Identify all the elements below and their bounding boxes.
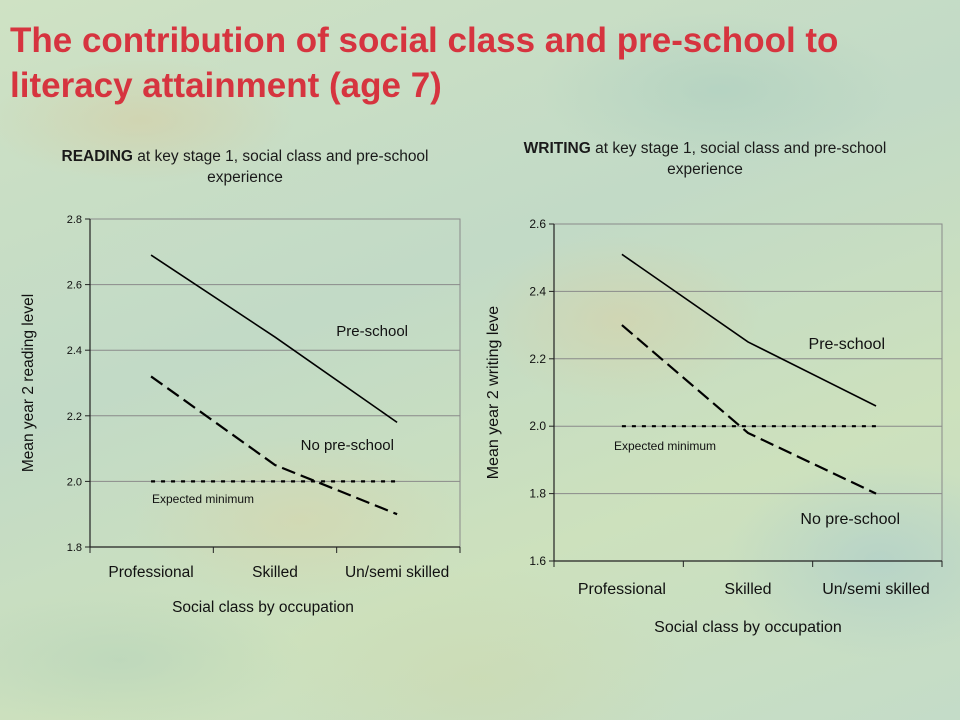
writing-y-axis-label: Mean year 2 writing leve [485, 306, 502, 480]
writing-x-tick-label: Skilled [724, 581, 771, 598]
writing-y-tick-label: 2.6 [529, 217, 546, 231]
writing-x-tick-label: Professional [578, 581, 666, 598]
writing-chart-title: WRITING at key stage 1, social class and… [500, 138, 910, 180]
reading-y-tick-label: 2.0 [67, 476, 82, 488]
writing-chart-title-rest: at key stage 1, social class and pre-sch… [590, 140, 887, 178]
reading-x-tick-label: Skilled [252, 564, 298, 581]
writing-series-pre-school [621, 253, 877, 407]
writing-y-tick-label: 2.0 [529, 419, 546, 433]
writing-series-label: Expected minimum [614, 439, 716, 453]
page-title: The contribution of social class and pre… [10, 21, 839, 105]
reading-y-axis-label: Mean year 2 reading level [20, 294, 37, 472]
reading-series-label: Pre-school [336, 323, 408, 340]
writing-series-label: Pre-school [809, 336, 885, 353]
reading-chart-title: READING at key stage 1, social class and… [40, 146, 450, 188]
writing-series-no-pre-school [621, 324, 877, 495]
reading-chart-title-bold: READING [61, 148, 133, 165]
writing-x-tick-label: Un/semi skilled [822, 581, 930, 598]
reading-chart-title-rest: at key stage 1, social class and pre-sch… [132, 148, 429, 186]
writing-series-label: No pre-school [800, 511, 900, 528]
writing-y-tick-label: 1.6 [529, 554, 546, 568]
reading-y-tick-label: 1.8 [67, 542, 82, 554]
reading-plot-area [89, 218, 461, 548]
reading-series-pre-school [150, 254, 398, 424]
reading-x-axis-label: Social class by occupation [172, 599, 354, 616]
reading-y-tick-label: 2.8 [67, 214, 82, 226]
writing-y-tick-label: 2.4 [529, 284, 546, 298]
reading-series-no-pre-school [150, 375, 398, 516]
writing-x-axis-label: Social class by occupation [654, 619, 842, 636]
reading-x-tick-label: Un/semi skilled [345, 564, 449, 581]
reading-series-label: No pre-school [301, 437, 394, 454]
reading-x-tick-label: Professional [108, 564, 193, 581]
reading-y-tick-label: 2.2 [67, 411, 82, 423]
writing-chart-title-bold: WRITING [523, 140, 591, 157]
writing-y-tick-label: 1.8 [529, 487, 546, 501]
writing-y-tick-label: 2.2 [529, 352, 546, 366]
reading-y-tick-label: 2.4 [67, 345, 82, 357]
reading-y-tick-label: 2.6 [67, 280, 82, 292]
reading-series-label: Expected minimum [152, 492, 254, 506]
